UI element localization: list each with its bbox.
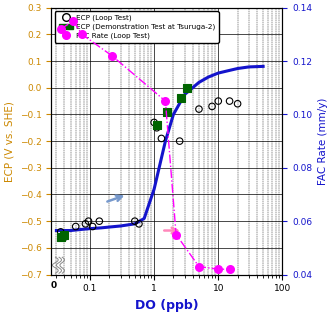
Point: [163, 99, 168, 104]
Point: [165, 109, 170, 114]
X-axis label: DO (ppb): DO (ppb): [135, 299, 199, 312]
Point: [90, 224, 95, 229]
Point: [177, 139, 182, 144]
Point: [132, 219, 137, 224]
Y-axis label: FAC Rate (mm/y): FAC Rate (mm/y): [318, 97, 328, 185]
Point: [151, 120, 157, 125]
Point: [227, 99, 232, 104]
Point: [215, 99, 221, 104]
Point: [184, 85, 189, 90]
Point: [58, 27, 63, 32]
Point: [196, 106, 202, 112]
Point: [235, 101, 240, 106]
Point: [173, 232, 179, 237]
Point: [73, 224, 78, 229]
Point: [109, 53, 115, 58]
Point: [178, 96, 183, 101]
Point: [196, 264, 202, 269]
Point: [62, 232, 67, 237]
Y-axis label: ECP (V vs. SHE): ECP (V vs. SHE): [4, 101, 14, 182]
Point: [86, 219, 91, 224]
Point: [215, 267, 221, 272]
Legend: ECP (Loop Test), ECP (Demonstration Test at Tsuruga-2), FAC Rate (Loop Test): ECP (Loop Test), ECP (Demonstration Test…: [55, 11, 219, 42]
Point: [209, 104, 215, 109]
Point: [136, 221, 141, 226]
Text: 0: 0: [50, 281, 56, 290]
Point: [58, 229, 63, 234]
Point: [62, 235, 67, 240]
Point: [58, 235, 63, 240]
Point: [71, 18, 76, 23]
Point: [154, 123, 159, 128]
Point: [83, 221, 88, 226]
Point: [154, 125, 159, 130]
Point: [159, 136, 164, 141]
Point: [227, 267, 232, 272]
Point: [97, 219, 102, 224]
Point: [79, 32, 85, 37]
